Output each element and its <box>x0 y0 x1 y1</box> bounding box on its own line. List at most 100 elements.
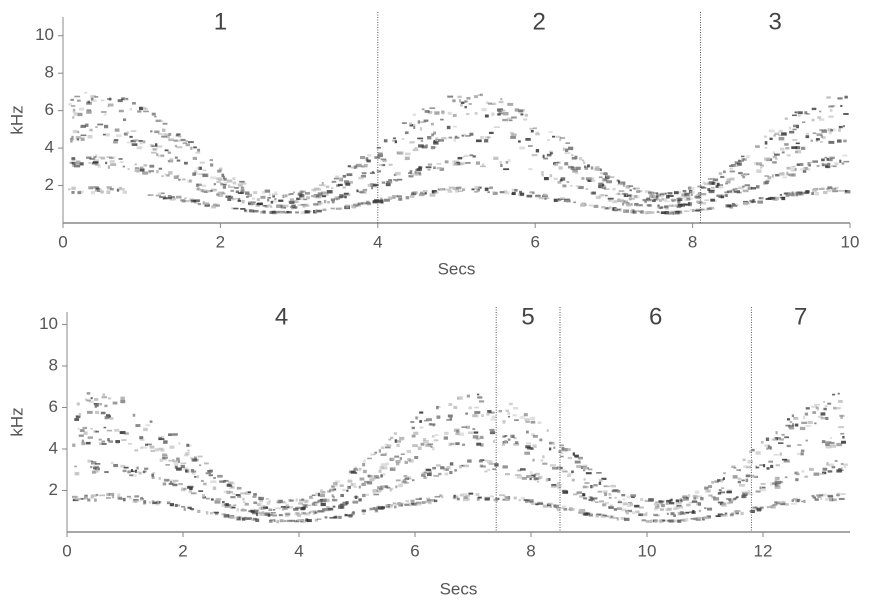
spectrogram-speckle <box>330 187 334 190</box>
spectrogram-speckle <box>539 438 543 442</box>
spectrogram-speckle <box>248 510 252 513</box>
spectrogram-speckle <box>697 502 702 506</box>
spectrogram-speckle <box>556 504 559 508</box>
spectrogram-speckle <box>498 112 503 115</box>
spectrogram-speckle <box>293 206 298 209</box>
spectrogram-speckle <box>151 500 155 503</box>
spectrogram-speckle <box>758 197 761 200</box>
spectrogram-speckle <box>606 175 611 178</box>
spectrogram-speckle <box>219 480 224 483</box>
spectrogram-speckle <box>421 501 426 504</box>
spectrogram-speckle <box>326 505 330 510</box>
spectrogram-speckle <box>623 209 630 213</box>
spectrogram-speckle <box>95 154 98 158</box>
spectrogram-speckle <box>604 207 610 210</box>
spectrogram-speckle <box>285 194 288 198</box>
spectrogram-speckle <box>244 209 247 212</box>
spectrogram-speckle <box>352 500 359 504</box>
spectrogram-speckle <box>608 493 612 496</box>
spectrogram-speckle <box>193 470 197 473</box>
spectrogram-speckle <box>796 473 800 476</box>
spectrogram-speckle <box>93 465 100 468</box>
spectrogram-speckle <box>180 488 186 492</box>
spectrogram-speckle <box>293 520 299 523</box>
spectrogram-speckle <box>794 111 798 114</box>
spectrogram-speckle <box>164 173 168 176</box>
spectrogram-speckle <box>180 138 186 142</box>
spectrogram-speckle <box>299 194 302 198</box>
spectrogram-speckle <box>389 467 396 471</box>
spectrogram-speckle <box>251 197 255 200</box>
spectrogram-speckle <box>367 183 372 187</box>
spectrogram-speckle <box>574 172 579 175</box>
spectrogram-speckle <box>358 498 362 502</box>
spectrogram-speckle <box>94 96 99 98</box>
spectrogram-speckle <box>156 500 160 503</box>
spectrogram-speckle <box>484 136 490 140</box>
spectrogram-speckle <box>321 195 327 198</box>
spectrogram-speckle <box>295 200 300 203</box>
spectrogram-speckle <box>627 509 633 513</box>
spectrogram-speckle <box>817 415 823 418</box>
spectrogram-speckle <box>268 193 271 196</box>
spectrogram-speckle <box>123 466 129 469</box>
spectrogram-speckle <box>825 165 829 168</box>
spectrogram-speckle <box>412 435 416 438</box>
spectrogram-speckle <box>488 131 494 135</box>
spectrogram-speckle <box>117 99 123 103</box>
spectrogram-speckle <box>474 190 479 193</box>
spectrogram-speckle <box>99 494 106 497</box>
spectrogram-speckle <box>514 108 520 112</box>
spectrogram-speckle <box>676 197 681 200</box>
spectrogram-speckle <box>406 475 411 478</box>
spectrogram-speckle <box>116 134 122 138</box>
spectrogram-speckle <box>416 168 422 171</box>
spectrogram-speckle <box>425 500 431 504</box>
spectrogram-speckle <box>247 491 252 494</box>
spectrogram-speckle <box>327 200 330 204</box>
spectrogram-speckle <box>454 494 459 497</box>
spectrogram-speckle <box>94 398 99 401</box>
spectrogram-speckle <box>95 187 100 190</box>
spectrogram-speckle <box>788 427 795 430</box>
spectrogram-speckle <box>772 504 778 506</box>
spectrogram-speckle <box>828 105 834 108</box>
spectrogram-speckle <box>689 209 694 211</box>
spectrogram-speckle <box>431 133 434 137</box>
spectrogram-speckle <box>231 506 236 509</box>
spectrogram-speckle <box>190 146 193 150</box>
spectrogram-speckle <box>199 464 202 467</box>
spectrogram-speckle <box>197 148 201 152</box>
spectrogram-speckle <box>718 186 724 189</box>
spectrogram-speckle <box>507 415 511 418</box>
spectrogram-speckle <box>747 492 753 496</box>
spectrogram-speckle <box>838 399 843 403</box>
spectrogram-speckle <box>804 111 808 115</box>
spectrogram-speckle <box>169 159 174 162</box>
spectrogram-speckle <box>574 460 581 464</box>
spectrogram-speckle <box>653 198 659 201</box>
spectrogram-speckle <box>180 464 185 469</box>
spectrogram-speckle <box>139 436 144 440</box>
spectrogram-speckle <box>666 195 670 199</box>
spectrogram-speckle <box>75 160 81 163</box>
spectrogram-speckle <box>297 519 304 522</box>
spectrogram-speckle <box>525 445 531 449</box>
spectrogram-speckle <box>563 508 568 511</box>
spectrogram-speckle <box>519 416 525 419</box>
spectrogram-speckle <box>268 204 272 207</box>
spectrogram-speckle <box>249 209 255 213</box>
spectrogram-speckle <box>107 165 110 169</box>
spectrogram-speckle <box>256 503 261 507</box>
spectrogram-speckle <box>773 134 776 137</box>
spectrogram-speckle <box>93 159 99 161</box>
spectrogram-speckle <box>595 501 599 504</box>
spectrogram-speckle <box>822 135 826 140</box>
spectrogram-speckle <box>381 506 385 509</box>
spectrogram-speckle <box>367 154 372 157</box>
spectrogram-speckle <box>637 210 641 213</box>
spectrogram-speckle <box>840 105 843 107</box>
spectrogram-speckle <box>320 498 327 502</box>
spectrogram-speckle <box>679 191 682 194</box>
spectrogram-speckle <box>615 208 621 211</box>
